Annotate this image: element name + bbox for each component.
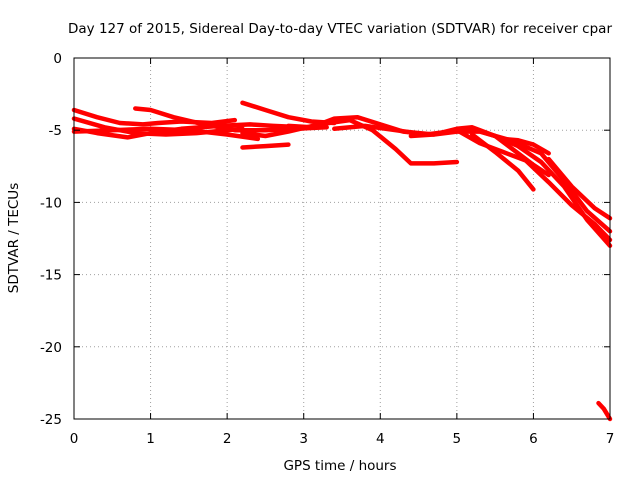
x-tick-label: 4 xyxy=(376,431,385,447)
x-tick-label: 1 xyxy=(146,431,155,447)
y-tick-label: -25 xyxy=(40,412,62,428)
x-tick-label: 6 xyxy=(529,431,538,447)
y-tick-label: 0 xyxy=(53,51,62,67)
series-arc-15 xyxy=(546,156,613,221)
x-tick-label: 3 xyxy=(299,431,308,447)
y-tick-label: -5 xyxy=(49,123,62,139)
plot-frame xyxy=(73,57,611,420)
y-axis-label: SDTVAR / TECUs xyxy=(6,183,22,293)
x-tick-label: 5 xyxy=(453,431,462,447)
series-arc-14 xyxy=(500,136,551,156)
series-arc-13 xyxy=(469,132,536,192)
x-axis-label: GPS time / hours xyxy=(283,458,396,474)
series-arc-16 xyxy=(596,400,613,422)
tick-labels: 0 1 2 3 4 5 6 7 0 -5 -10 -15 -20 -25 xyxy=(40,51,614,447)
x-tick-label: 2 xyxy=(223,431,232,447)
x-tick-label: 7 xyxy=(606,431,615,447)
series-arc-6 xyxy=(240,100,337,126)
y-tick-label: -20 xyxy=(40,340,62,356)
y-tick-label: -15 xyxy=(40,268,62,284)
data-traces xyxy=(71,100,613,422)
series-arc-7 xyxy=(240,142,291,150)
chart-title: Day 127 of 2015, Sidereal Day-to-day VTE… xyxy=(68,21,612,37)
axis-ticks xyxy=(73,57,611,420)
x-tick-label: 0 xyxy=(70,431,79,447)
series-arc-4 xyxy=(71,126,261,142)
y-tick-label: -10 xyxy=(40,195,62,211)
